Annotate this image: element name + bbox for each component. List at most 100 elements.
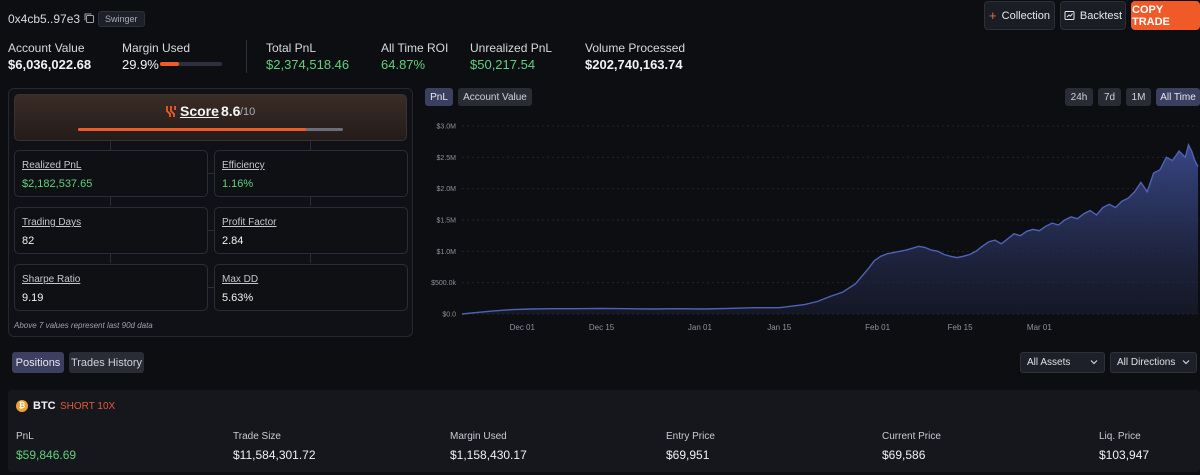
tab-pnl[interactable]: PnL xyxy=(425,88,453,106)
filter-assets-label: All Assets xyxy=(1027,357,1071,368)
position-margin-used-label: Margin Used xyxy=(450,431,507,442)
position-asset: BTC xyxy=(33,400,56,412)
position-liq-price-value: $103,947 xyxy=(1099,448,1150,462)
score-bar xyxy=(78,128,343,131)
copy-icon[interactable] xyxy=(83,12,95,24)
metric-trading-days: Trading Days 82 xyxy=(14,207,208,254)
metric-profit-factor: Profit Factor 2.84 xyxy=(214,207,408,254)
connector xyxy=(110,197,111,206)
chevron-down-icon xyxy=(1182,360,1190,365)
chevron-down-icon xyxy=(1090,360,1098,365)
connector xyxy=(110,254,111,263)
filter-directions-select[interactable]: All Directions xyxy=(1110,352,1197,373)
metric-value: 1.16% xyxy=(222,178,254,190)
score-footnote: Above 7 values represent last 90d data xyxy=(14,321,153,330)
tab-positions[interactable]: Positions xyxy=(12,352,64,373)
position-liq-price-label: Liq. Price xyxy=(1099,431,1141,442)
metric-value: 82 xyxy=(22,235,35,247)
metric-value: 5.63% xyxy=(222,292,254,304)
backtest-button[interactable]: Backtest xyxy=(1060,1,1126,30)
position-trade-size-value: $11,584,301.72 xyxy=(233,448,316,462)
connector xyxy=(310,254,311,263)
range-all-time[interactable]: All Time xyxy=(1156,88,1200,106)
position-pnl-value: $59,846.69 xyxy=(16,448,77,462)
score-title[interactable]: Score xyxy=(180,103,219,119)
connector xyxy=(110,141,111,150)
metric-max-dd: Max DD 5.63% xyxy=(214,264,408,311)
x-tick-label: Jan 15 xyxy=(767,323,792,332)
metric-label[interactable]: Realized PnL xyxy=(22,160,82,171)
y-tick-label: $3.0M xyxy=(437,124,457,131)
x-tick-label: Dec 15 xyxy=(589,323,615,332)
position-entry-price-value: $69,951 xyxy=(666,448,710,462)
all-time-roi-label: All Time ROI xyxy=(381,41,449,55)
pnl-chart: $3.0M $2.5M $2.0M $1.5M $1.0M $500.0k $0.0 Dec … xyxy=(420,116,1200,338)
y-tick-label: $500.0k xyxy=(431,280,456,287)
wallet-address: 0x4cb5..97e3 xyxy=(8,12,81,26)
metric-label[interactable]: Trading Days xyxy=(22,217,82,228)
range-1m[interactable]: 1M xyxy=(1126,88,1151,106)
score-max: /10 xyxy=(240,106,256,118)
collection-label: Collection xyxy=(1001,9,1050,22)
position-entry-price-label: Entry Price xyxy=(666,431,715,442)
margin-used-bar-fill xyxy=(160,62,179,66)
filter-directions-label: All Directions xyxy=(1117,357,1176,368)
metric-realized-pnl: Realized PnL $2,182,537.65 xyxy=(14,150,208,197)
account-value-label: Account Value xyxy=(8,41,85,55)
position-current-price-label: Current Price xyxy=(882,431,941,442)
backtest-icon xyxy=(1064,11,1075,20)
connector xyxy=(208,230,214,231)
y-tick-label: $1.5M xyxy=(437,218,457,225)
score-logo-icon xyxy=(166,106,176,117)
y-tick-label: $2.0M xyxy=(437,186,457,193)
connector xyxy=(208,287,214,288)
metric-label[interactable]: Sharpe Ratio xyxy=(22,274,81,285)
y-tick-label: $1.0M xyxy=(437,249,457,256)
position-pnl-label: PnL xyxy=(16,431,34,442)
unrealized-pnl-label: Unrealized PnL xyxy=(470,41,553,55)
y-tick-label: $2.5M xyxy=(437,155,457,162)
connector xyxy=(310,141,311,150)
add-to-collection-button[interactable]: + Collection xyxy=(984,1,1055,30)
tab-trades-history[interactable]: Trades History xyxy=(69,352,144,373)
volume-processed-label: Volume Processed xyxy=(585,41,686,55)
metric-label[interactable]: Efficiency xyxy=(222,160,265,171)
total-pnl-label: Total PnL xyxy=(266,41,317,55)
plus-icon: + xyxy=(989,8,997,23)
filter-assets-select[interactable]: All Assets xyxy=(1020,352,1105,373)
metric-value: 9.19 xyxy=(22,292,44,304)
connector xyxy=(310,197,311,206)
score-value: 8.6 xyxy=(221,103,241,119)
account-value: $6,036,022.68 xyxy=(8,57,92,72)
score-bar-fill xyxy=(78,128,306,131)
stats-divider xyxy=(246,40,247,73)
position-margin-used-value: $1,158,430.17 xyxy=(450,448,527,462)
metric-sharpe-ratio: Sharpe Ratio 9.19 xyxy=(14,264,208,311)
pnl-area xyxy=(462,144,1198,314)
range-24h[interactable]: 24h xyxy=(1065,88,1093,106)
margin-used-bar xyxy=(160,62,222,66)
total-pnl-value: $2,374,518.46 xyxy=(266,57,350,72)
margin-used-label: Margin Used xyxy=(122,41,191,55)
pnl-series-line xyxy=(461,142,1199,315)
btc-icon: ₿ xyxy=(16,400,28,412)
metric-label[interactable]: Profit Factor xyxy=(222,217,277,228)
backtest-label: Backtest xyxy=(1079,9,1123,22)
position-card[interactable] xyxy=(8,390,1200,472)
metric-efficiency: Efficiency 1.16% xyxy=(214,150,408,197)
connector xyxy=(208,173,214,174)
x-tick-label: Dec 01 xyxy=(510,323,536,332)
range-7d[interactable]: 7d xyxy=(1098,88,1121,106)
x-tick-label: Jan 01 xyxy=(688,323,713,332)
margin-used-value: 29.9% xyxy=(122,57,159,72)
copy-trade-button[interactable]: COPY TRADE xyxy=(1131,1,1200,30)
position-current-price-value: $69,586 xyxy=(882,448,926,462)
x-tick-label: Feb 01 xyxy=(865,323,890,332)
metric-label[interactable]: Max DD xyxy=(222,274,259,285)
x-tick-label: Mar 01 xyxy=(1027,323,1052,332)
unrealized-pnl-value: $50,217.54 xyxy=(470,57,536,72)
all-time-roi-value: 64.87% xyxy=(381,57,426,72)
position-trade-size-label: Trade Size xyxy=(233,431,281,442)
metric-value: 2.84 xyxy=(222,235,244,247)
tab-account-value[interactable]: Account Value xyxy=(458,88,532,106)
